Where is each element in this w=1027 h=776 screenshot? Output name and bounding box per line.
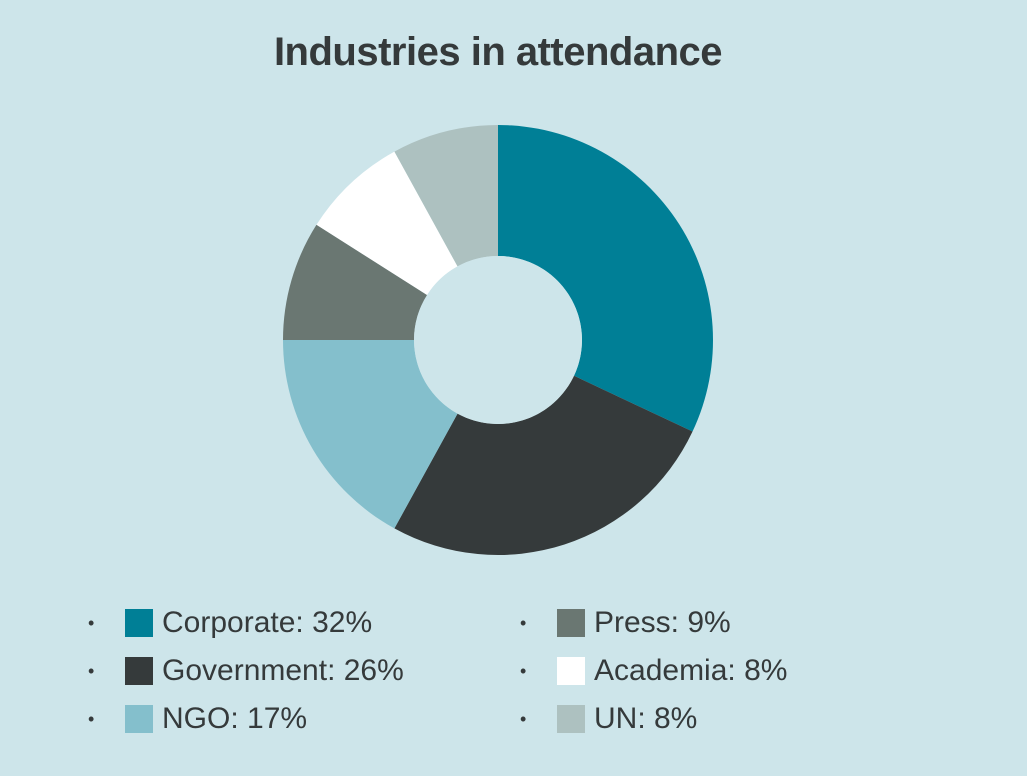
legend-label-government: Government: 26%	[162, 654, 404, 687]
legend-label-academia: Academia: 8%	[594, 654, 788, 687]
legend-bullet: •	[520, 708, 527, 729]
legend-item-government: • Government: 26%	[88, 653, 520, 689]
legend-swatch-press	[557, 609, 585, 637]
legend-swatch-corporate	[125, 609, 153, 637]
legend-label-corporate: Corporate: 32%	[162, 606, 373, 639]
legend-item-ngo: • NGO: 17%	[88, 701, 520, 737]
legend-bullet: •	[88, 612, 95, 633]
legend-item-corporate: • Corporate: 32%	[88, 605, 520, 641]
legend-swatch-government	[125, 657, 153, 685]
legend-label-ngo: NGO: 17%	[162, 702, 308, 735]
legend-item-press: • Press: 9%	[520, 605, 908, 641]
slice-un	[394, 125, 498, 267]
slice-government	[394, 375, 693, 555]
chart-title: Industries in attendance	[273, 30, 723, 74]
legend-label-un: UN: 8%	[594, 702, 698, 735]
slice-press	[283, 224, 428, 340]
legend-bullet: •	[88, 660, 95, 681]
legend-item-academia: • Academia: 8%	[520, 653, 908, 689]
legend-swatch-un	[557, 705, 585, 733]
slice-ngo	[283, 340, 458, 529]
donut-hole	[414, 256, 582, 424]
legend-label-press: Press: 9%	[594, 606, 731, 639]
legend-bullet: •	[520, 660, 527, 681]
legend-item-un: • UN: 8%	[520, 701, 908, 737]
donut-chart	[283, 125, 713, 555]
legend-swatch-academia	[557, 657, 585, 685]
legend-swatch-ngo	[125, 705, 153, 733]
slice-corporate	[498, 125, 713, 432]
legend-bullet: •	[520, 612, 527, 633]
legend-bullet: •	[88, 708, 95, 729]
slice-academia	[316, 151, 458, 295]
legend: • Corporate: 32% • Press: 9% • Governmen…	[88, 605, 908, 737]
